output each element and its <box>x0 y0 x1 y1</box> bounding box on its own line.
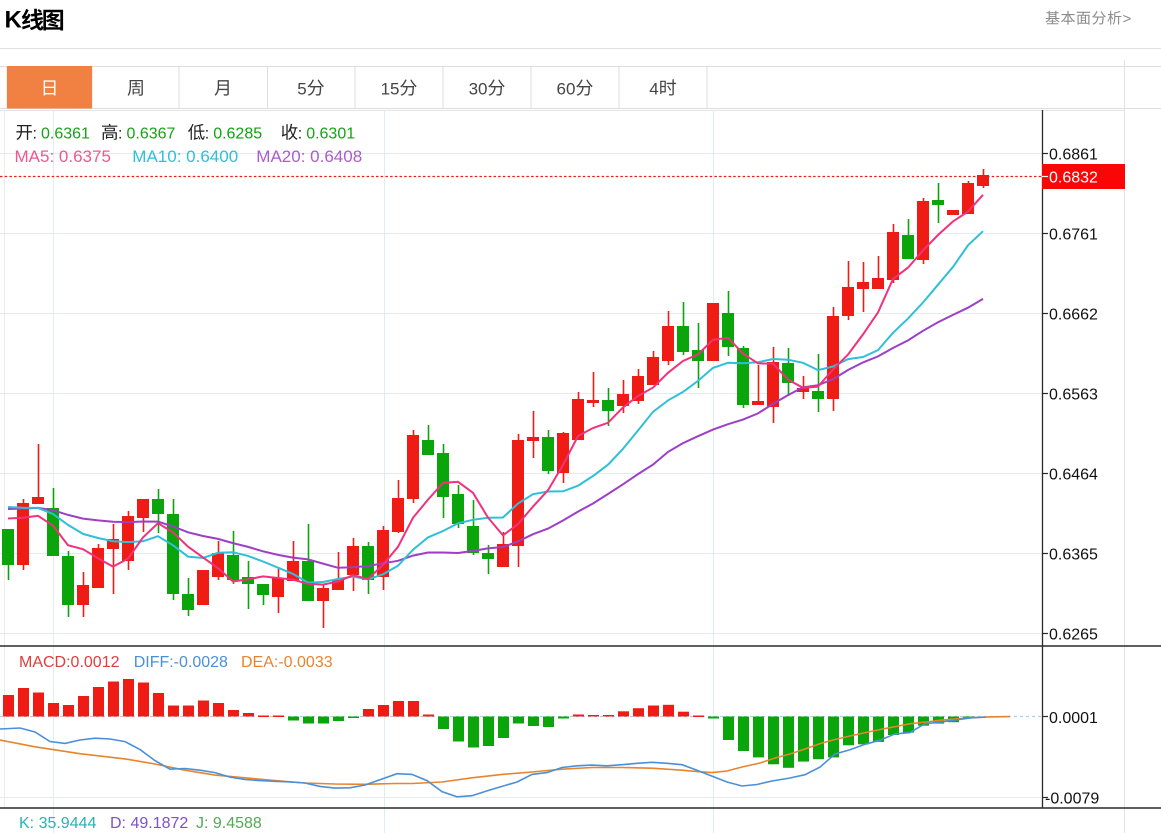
svg-text:0.6361: 0.6361 <box>41 126 90 143</box>
svg-text:DEA:-0.0033: DEA:-0.0033 <box>241 654 333 671</box>
svg-text:MA10: 0.6400: MA10: 0.6400 <box>132 147 238 166</box>
svg-text:DIFF:-0.0028: DIFF:-0.0028 <box>134 654 228 671</box>
svg-text:MA20: 0.6408: MA20: 0.6408 <box>256 147 362 166</box>
svg-text::: : <box>118 126 122 143</box>
svg-text:0.0001: 0.0001 <box>1049 710 1098 727</box>
svg-text::: : <box>33 126 37 143</box>
svg-text:D: 49.1872: D: 49.1872 <box>110 815 188 832</box>
svg-text:-0.0079: -0.0079 <box>1045 791 1099 808</box>
svg-text:0.6464: 0.6464 <box>1049 467 1098 484</box>
svg-text:0.6861: 0.6861 <box>1049 147 1098 164</box>
svg-text:MACD:0.0012: MACD:0.0012 <box>19 654 120 671</box>
svg-text:30: 30 <box>469 80 488 99</box>
svg-text:MA5: 0.6375: MA5: 0.6375 <box>15 147 111 166</box>
svg-text::: : <box>205 126 209 143</box>
svg-text:0.6662: 0.6662 <box>1049 307 1098 324</box>
svg-text:0.6563: 0.6563 <box>1049 387 1098 404</box>
svg-text:0.6367: 0.6367 <box>127 126 176 143</box>
svg-text:J: 9.4588: J: 9.4588 <box>196 815 262 832</box>
svg-text:0.6832: 0.6832 <box>1049 170 1098 187</box>
svg-text:K: 35.9444: K: 35.9444 <box>19 815 97 832</box>
svg-text:>: > <box>1123 10 1132 27</box>
svg-text:0.6365: 0.6365 <box>1049 547 1098 564</box>
svg-text:0.6285: 0.6285 <box>213 126 262 143</box>
svg-text:60: 60 <box>557 80 576 99</box>
svg-text:0.6301: 0.6301 <box>306 126 355 143</box>
svg-text:K: K <box>5 7 23 34</box>
svg-text:4: 4 <box>649 80 658 99</box>
svg-text:0.6761: 0.6761 <box>1049 227 1098 244</box>
svg-text::: : <box>298 126 302 143</box>
svg-text:5: 5 <box>297 80 306 99</box>
svg-text:15: 15 <box>381 80 400 99</box>
svg-text:0.6265: 0.6265 <box>1049 627 1098 644</box>
